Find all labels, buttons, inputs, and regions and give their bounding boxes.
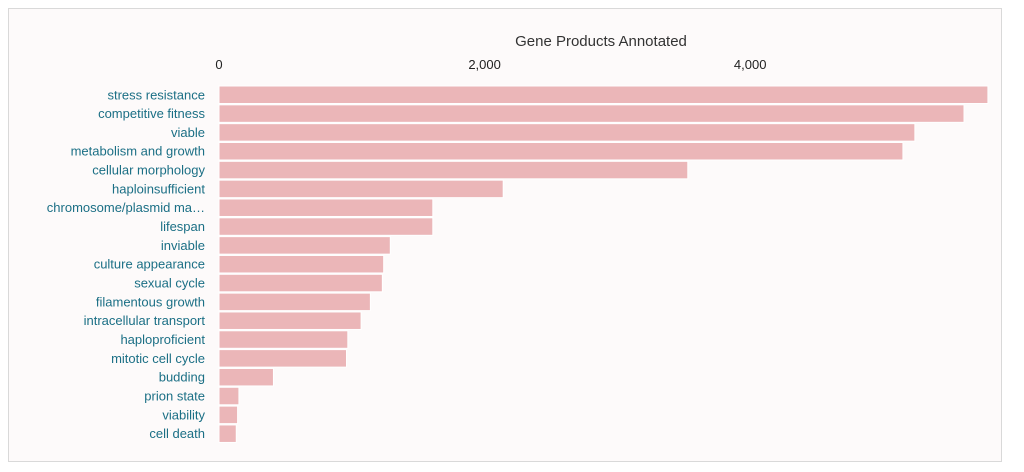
- category-label[interactable]: prion state: [144, 389, 205, 404]
- category-label[interactable]: viable: [171, 125, 205, 140]
- bar[interactable]: [218, 236, 391, 255]
- bar[interactable]: [218, 179, 504, 199]
- category-label[interactable]: sexual cycle: [134, 276, 205, 291]
- bar[interactable]: [218, 386, 240, 406]
- category-label[interactable]: competitive fitness: [98, 106, 205, 121]
- bar[interactable]: [218, 273, 383, 293]
- bars: [218, 85, 989, 443]
- category-label[interactable]: cell death: [149, 426, 205, 441]
- category-label[interactable]: lifespan: [160, 219, 205, 234]
- bar[interactable]: [218, 292, 371, 312]
- category-label[interactable]: intracellular transport: [84, 313, 206, 328]
- bar[interactable]: [218, 104, 965, 123]
- category-label[interactable]: culture appearance: [94, 257, 205, 272]
- bar[interactable]: [218, 254, 385, 274]
- category-labels: stress resistance competitive fitness viab…: [47, 87, 206, 441]
- bar[interactable]: [218, 367, 274, 387]
- category-label[interactable]: filamentous growth: [96, 294, 205, 309]
- chart-frame: [8, 8, 1002, 462]
- category-label[interactable]: chromosome/plasmid ma…: [47, 200, 205, 215]
- bar[interactable]: [218, 123, 916, 142]
- x-tick-label: 2,000: [468, 57, 501, 72]
- bar[interactable]: [218, 85, 989, 104]
- bar[interactable]: [218, 405, 239, 425]
- x-tick-label: 0: [215, 57, 222, 72]
- category-label[interactable]: budding: [159, 370, 205, 385]
- category-label[interactable]: viability: [162, 407, 205, 422]
- category-label[interactable]: metabolism and growth: [71, 144, 205, 159]
- bar[interactable]: [218, 424, 237, 443]
- x-axis-ticks: 0 2,000 4,000: [215, 57, 766, 72]
- bar[interactable]: [218, 160, 689, 180]
- bar[interactable]: [218, 311, 362, 330]
- bar[interactable]: [218, 198, 434, 217]
- x-axis-title: Gene Products Annotated: [515, 33, 687, 50]
- bar[interactable]: [218, 217, 434, 236]
- x-tick-label: 4,000: [734, 57, 767, 72]
- bar[interactable]: [218, 330, 349, 349]
- category-label[interactable]: inviable: [161, 238, 205, 253]
- category-label[interactable]: haploinsufficient: [112, 181, 205, 196]
- category-label[interactable]: haploproficient: [120, 332, 205, 347]
- bar[interactable]: [218, 141, 904, 161]
- category-label[interactable]: cellular morphology: [92, 163, 205, 178]
- bar[interactable]: [218, 349, 347, 368]
- category-label[interactable]: mitotic cell cycle: [111, 351, 205, 366]
- category-label[interactable]: stress resistance: [107, 87, 205, 102]
